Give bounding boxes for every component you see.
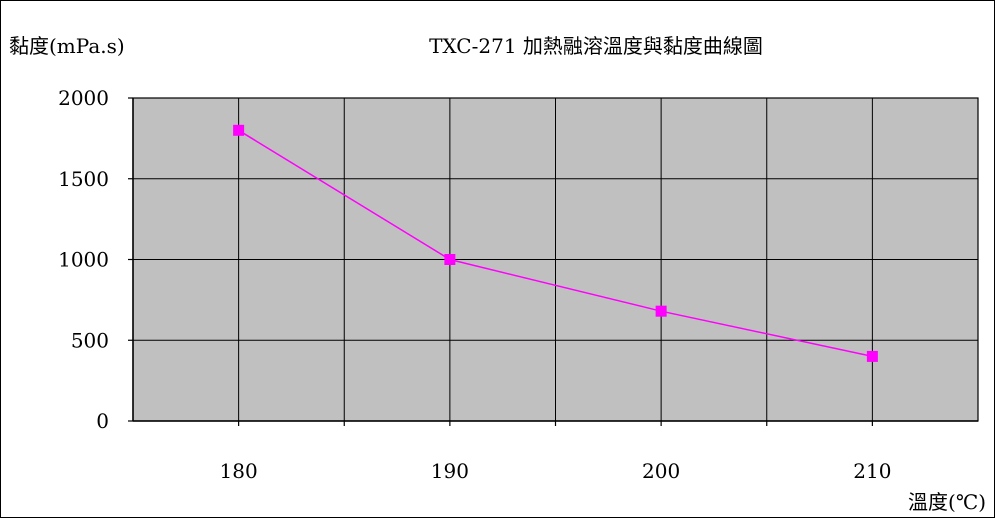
y-axis-title: 黏度(mPa.s) — [9, 34, 125, 58]
series-line — [238, 129, 873, 358]
data-point-marker — [655, 305, 667, 317]
x-tick-label: 200 — [642, 459, 680, 483]
x-tick-label: 190 — [431, 459, 469, 483]
y-tick-label: 0 — [96, 409, 109, 433]
data-point-marker — [866, 350, 878, 362]
tick-labels: 0 500 1000 1500 2000 180 190 200 210 — [58, 86, 891, 483]
x-tick-label: 180 — [220, 459, 258, 483]
x-axis-title: 溫度(℃) — [908, 490, 986, 514]
data-point-marker — [444, 254, 456, 265]
axes — [128, 97, 979, 426]
y-tick-label: 2000 — [58, 86, 109, 110]
chart-title: TXC-271 加熱融溶溫度與黏度曲線圖 — [429, 34, 763, 58]
data-point-marker — [233, 124, 245, 136]
y-tick-label: 1000 — [58, 248, 109, 272]
y-tick-label: 1500 — [58, 167, 109, 191]
x-tick-label: 210 — [853, 459, 891, 483]
y-tick-label: 500 — [71, 328, 109, 352]
series-layer — [233, 124, 878, 362]
